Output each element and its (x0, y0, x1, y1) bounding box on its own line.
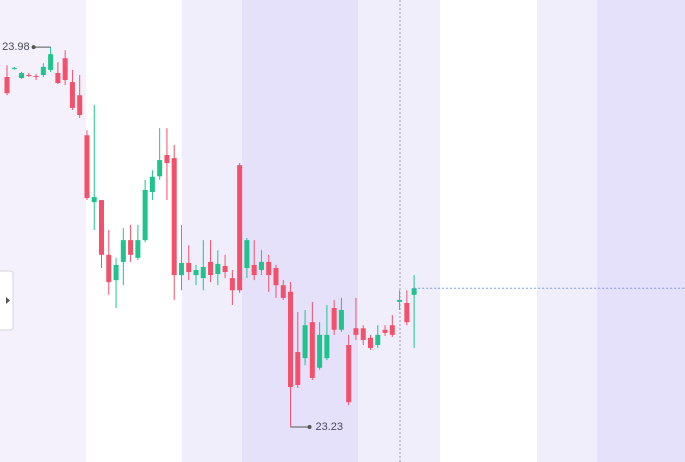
candle-body (360, 328, 366, 340)
candle-body (178, 262, 184, 276)
candle-body (368, 337, 373, 349)
candle-body (77, 95, 83, 115)
high-label: 23.98 (2, 41, 30, 53)
annotations: 23.98 23.23 (2, 41, 343, 433)
candle-body (200, 266, 206, 279)
candle-body (208, 261, 214, 276)
band (597, 0, 685, 462)
candle-body (33, 75, 39, 77)
candle-body (4, 77, 10, 94)
candle-body (317, 334, 323, 368)
candle-body (40, 66, 46, 75)
candle-body (222, 265, 228, 273)
band (358, 0, 440, 462)
candle-body (149, 176, 155, 192)
candle-body (142, 189, 148, 241)
candle-body (215, 263, 221, 275)
candle-body (324, 334, 330, 359)
candle-body (404, 302, 410, 323)
candle-body (171, 158, 177, 276)
candle-body (113, 264, 119, 281)
candle-body (346, 344, 352, 403)
candle-body (55, 72, 61, 84)
candle-body (382, 329, 388, 333)
candle-body (26, 74, 32, 76)
candle-body (266, 261, 272, 276)
candle-body (353, 328, 359, 335)
candle-body (11, 67, 17, 69)
candle-body (135, 240, 141, 258)
candle-body (273, 267, 279, 286)
candle-body (397, 299, 403, 302)
low-label: 23.23 (316, 421, 344, 433)
candle-body (193, 270, 199, 276)
candle-body (157, 160, 163, 177)
candle-body (128, 240, 134, 255)
side-tab[interactable] (0, 270, 14, 331)
band (182, 0, 242, 462)
candle-body (120, 240, 126, 262)
candle-body (338, 310, 344, 330)
high-dot (31, 45, 36, 50)
side-tab-arrow[interactable] (6, 297, 10, 304)
band (242, 0, 358, 462)
candle-body (244, 240, 250, 268)
candle-body (375, 334, 381, 345)
candle-body (258, 261, 264, 271)
candles (4, 47, 685, 428)
candle-body (186, 262, 192, 273)
candle-body (288, 291, 294, 388)
candle-body (302, 325, 308, 359)
candle-body (62, 58, 68, 81)
candle-body (411, 288, 417, 295)
candle-body (229, 278, 235, 291)
candle-body (295, 352, 301, 385)
candle-body (99, 200, 105, 255)
candle-body (106, 254, 112, 283)
candle-body (331, 308, 337, 330)
candle-body (280, 285, 286, 298)
candle-body (164, 155, 170, 164)
candle-body (251, 264, 257, 276)
candle-body (84, 135, 90, 199)
candle-body (69, 82, 75, 108)
band (537, 0, 597, 462)
candle-body (389, 325, 395, 335)
candle-body (48, 54, 54, 70)
candle-body (237, 165, 243, 291)
candle-body (91, 197, 97, 203)
candle-body (19, 72, 25, 79)
low-dot (307, 425, 312, 430)
candle-body (309, 322, 315, 378)
